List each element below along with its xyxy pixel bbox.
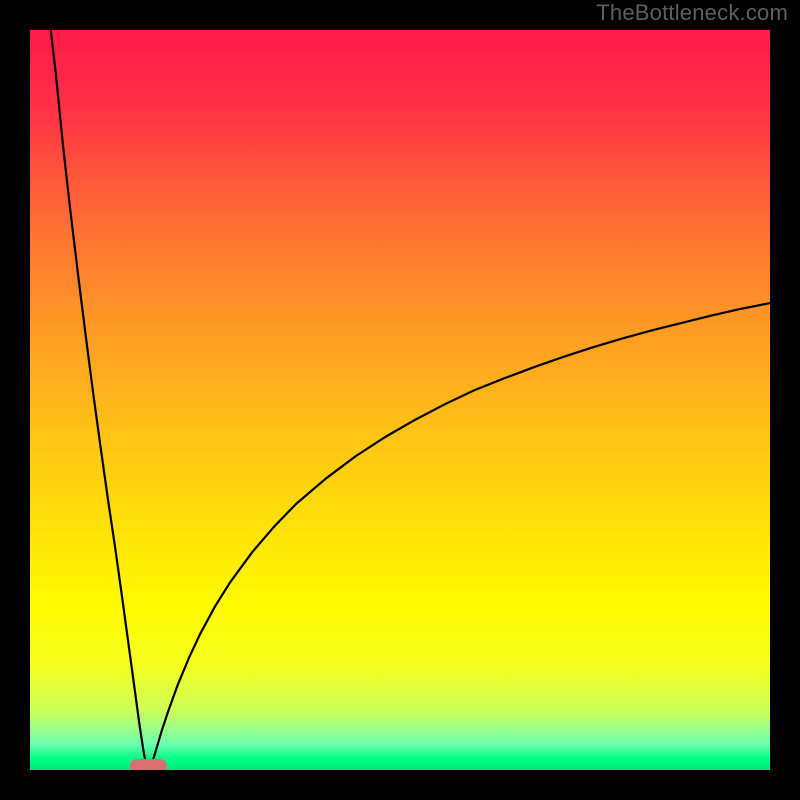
watermark-text: TheBottleneck.com bbox=[596, 0, 788, 26]
plot-background-gradient bbox=[30, 30, 770, 770]
bottleneck-chart: TheBottleneck.com bbox=[0, 0, 800, 800]
chart-svg bbox=[0, 0, 800, 800]
